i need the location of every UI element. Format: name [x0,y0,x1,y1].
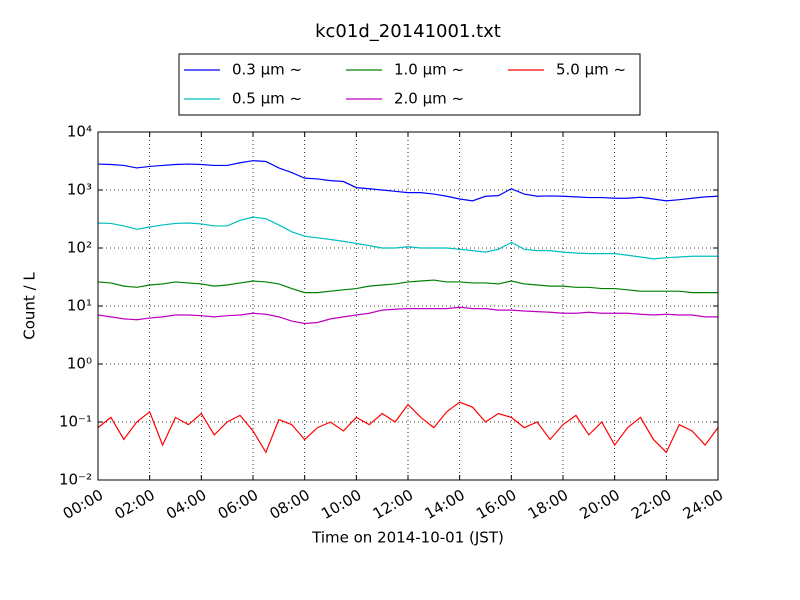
legend-box [178,53,641,116]
y-tick-label: 10³ [67,181,92,199]
y-tick-label: 10¹ [67,297,92,315]
y-tick-label: 10⁻² [59,471,92,489]
legend-label: 0.3 μm ~ [232,61,302,79]
y-tick-label: 10⁴ [67,123,92,141]
series-line [97,401,719,454]
x-axis-label: Time on 2014-10-01 (JST) [311,529,504,547]
legend-label: 5.0 μm ~ [556,61,626,79]
series-line [97,306,718,325]
y-tick-label: 10⁰ [67,355,92,373]
series-line [97,160,719,202]
y-tick-label: 10² [67,239,92,257]
series-line [97,216,718,260]
y-tick-label: 10⁻¹ [59,413,92,431]
plot-frame [97,131,719,481]
legend-label: 2.0 μm ~ [394,90,464,108]
legend-label: 1.0 μm ~ [394,61,464,79]
series-line [97,279,718,294]
y-axis-label: Count / L [21,272,39,340]
chart-title: kc01d_20141001.txt [315,21,501,42]
legend-label: 0.5 μm ~ [232,90,302,108]
